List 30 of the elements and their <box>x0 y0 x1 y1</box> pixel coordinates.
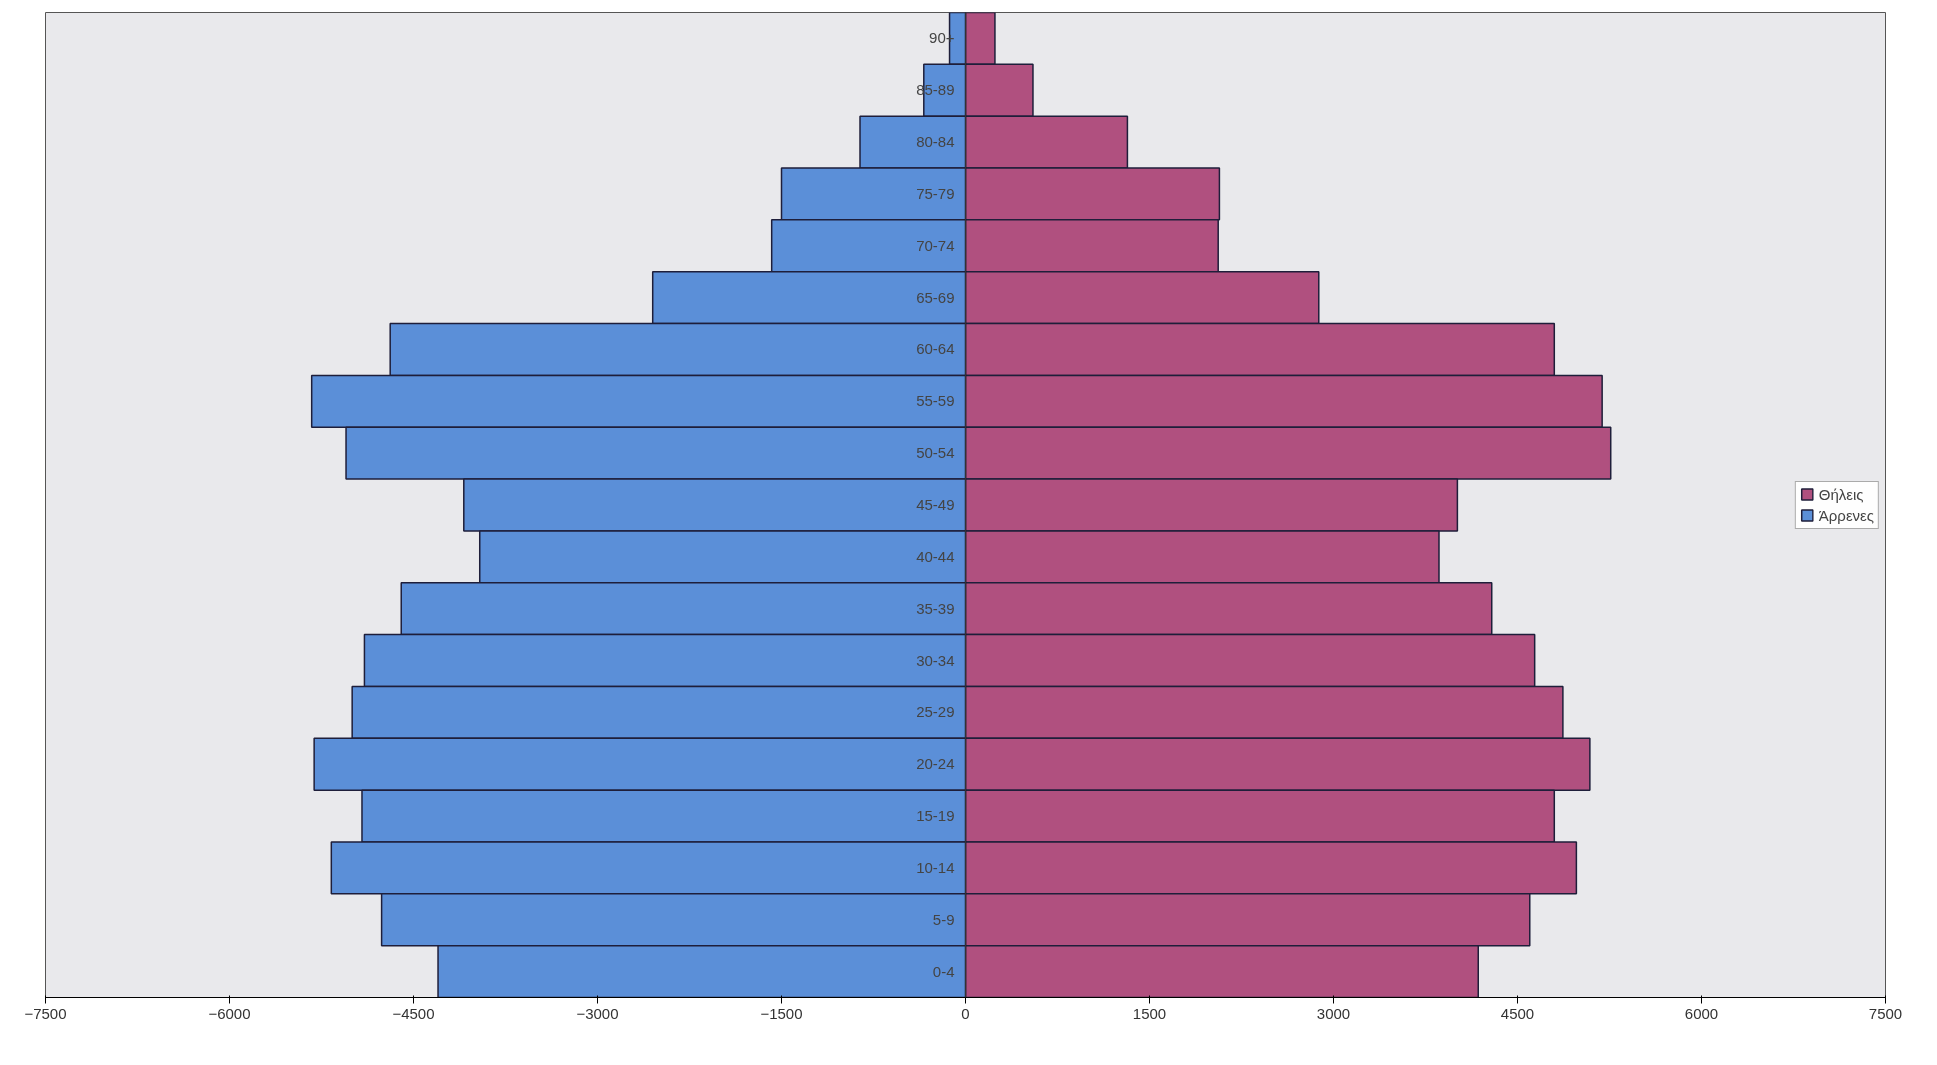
y-tick-label: 50-54 <box>916 444 955 462</box>
y-tick-label: 15-19 <box>916 807 955 825</box>
legend-label: Θήλεις <box>1818 485 1864 503</box>
y-tick-label: 75-79 <box>916 184 955 202</box>
x-tick-label: −1500 <box>760 1004 803 1022</box>
x-tick-label: 7500 <box>1868 1004 1903 1022</box>
y-tick-label: 30-34 <box>916 651 955 669</box>
x-tick-label: 3000 <box>1316 1004 1351 1022</box>
y-tick-label: 80-84 <box>916 133 955 151</box>
x-tick-label: 6000 <box>1684 1004 1719 1022</box>
y-tick-label: 25-29 <box>916 703 955 721</box>
x-tick-label: −3000 <box>576 1004 619 1022</box>
y-tick-label: 60-64 <box>916 340 955 358</box>
y-tick-label: 40-44 <box>916 547 955 565</box>
y-tick-label: 55-59 <box>916 392 955 410</box>
x-tick-label: −4500 <box>392 1004 435 1022</box>
y-tick-label: 35-39 <box>916 599 955 617</box>
y-tick-label: 45-49 <box>916 496 955 513</box>
x-tick-label: −6000 <box>208 1004 251 1022</box>
x-tick-label: 0 <box>961 1004 970 1022</box>
y-tick-label: 70-74 <box>916 236 955 254</box>
y-tick-label: 20-24 <box>916 755 955 773</box>
legend-label: Άρρενες <box>1818 506 1874 524</box>
y-tick-label: 65-69 <box>916 288 955 306</box>
x-tick-label: 1500 <box>1132 1004 1167 1022</box>
x-tick-label: −7500 <box>24 1004 67 1022</box>
y-tick-label: 0-4 <box>932 962 955 980</box>
x-tick-label: 4500 <box>1500 1004 1535 1022</box>
y-tick-label: 10-14 <box>916 858 955 876</box>
y-tick-label: 5-9 <box>932 910 955 928</box>
